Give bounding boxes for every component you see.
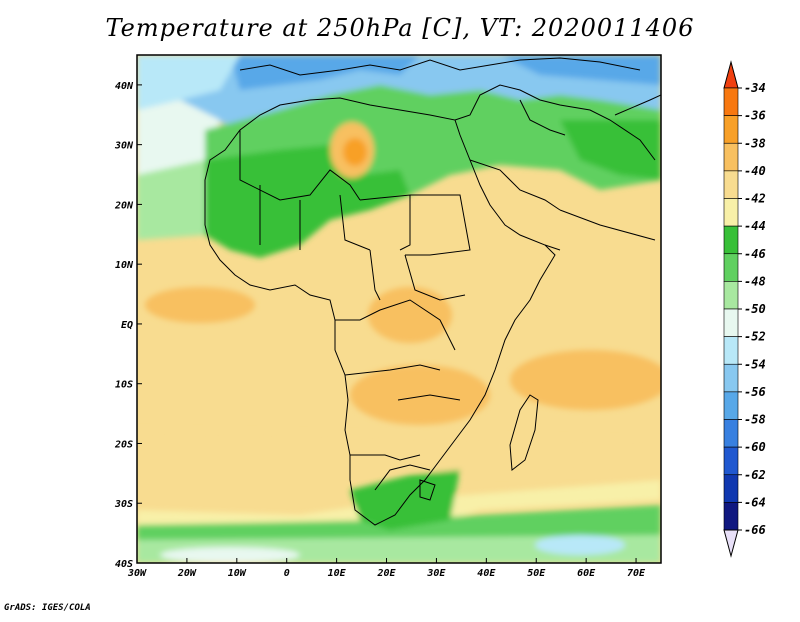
lon-tick-label: 70E xyxy=(627,568,646,579)
legend-label: -34 xyxy=(744,81,766,95)
lon-tick-label: 50E xyxy=(527,568,546,579)
legend-label: -56 xyxy=(744,385,766,399)
legend-color-box xyxy=(723,336,739,365)
lat-tick-label: 30S xyxy=(114,499,133,510)
lat-tick-label: 40S xyxy=(115,559,133,570)
plot-frame xyxy=(136,54,662,564)
legend-label: -52 xyxy=(744,330,766,344)
legend-label: -62 xyxy=(744,468,766,482)
legend-color-box xyxy=(723,308,739,337)
latitude-axis: 40N 30N 20N 10N EQ 10S 20S 30S 40S xyxy=(114,81,142,570)
legend-color-box xyxy=(723,419,739,448)
legend-label: -64 xyxy=(744,495,766,509)
lat-tick-label: 30N xyxy=(114,141,134,152)
legend-label: -48 xyxy=(744,274,766,288)
lon-tick-label: 10E xyxy=(328,568,347,579)
legend-upper-arrow xyxy=(723,60,739,89)
lat-tick-label: 20N xyxy=(114,200,134,211)
lat-tick-label: 10S xyxy=(115,380,133,391)
legend-color-box xyxy=(723,142,739,172)
legend-label: -40 xyxy=(744,164,766,178)
lon-tick-label: 10W xyxy=(228,568,247,579)
legend-color-box xyxy=(723,170,739,199)
map-title: Temperature at 250hPa [C], VT: 202001140… xyxy=(105,14,695,42)
legend-color-box xyxy=(723,198,739,227)
legend-label: -54 xyxy=(744,357,766,371)
legend-label: -44 xyxy=(744,219,766,233)
legend-lower-arrow xyxy=(723,529,739,558)
legend-color-box xyxy=(723,391,739,420)
grads-credit: GrADS: IGES/COLA xyxy=(4,603,91,613)
longitude-axis: 30W 20W 10W 0 10E 20E 30E 40E 50E 60E 70E xyxy=(127,558,646,579)
legend-label: -66 xyxy=(744,523,766,537)
legend-color-box xyxy=(723,115,739,144)
legend-color-box xyxy=(723,363,739,393)
country-borders xyxy=(204,57,661,526)
legend-color-box xyxy=(723,446,739,476)
legend-label: -38 xyxy=(744,136,766,150)
lat-tick-label: 10N xyxy=(115,260,134,271)
lon-tick-label: 30W xyxy=(127,568,147,579)
lon-tick-label: 20E xyxy=(376,568,396,579)
lon-tick-label: 40E xyxy=(477,568,496,579)
lat-tick-label: EQ xyxy=(121,320,133,331)
lon-tick-label: 30E xyxy=(426,568,446,579)
legend-color-box xyxy=(723,87,739,116)
lon-tick-label: 0 xyxy=(284,568,290,579)
legend-color-box xyxy=(723,502,739,531)
lon-tick-label: 20W xyxy=(177,568,197,579)
legend-label: -36 xyxy=(744,109,766,123)
lat-tick-label: 20S xyxy=(114,439,133,450)
colorbar-legend: -34 -36 -38 -40 -42 -44 -46 -48 -50 -52 -54 -56 -58 -… xyxy=(723,60,766,558)
legend-label: -60 xyxy=(744,440,766,454)
legend-color-box xyxy=(723,253,739,282)
lat-tick-label: 40N xyxy=(115,81,134,92)
legend-color-box xyxy=(723,225,739,255)
legend-label: -50 xyxy=(744,302,766,316)
lon-tick-label: 60E xyxy=(577,568,596,579)
legend-color-box xyxy=(723,474,739,503)
temperature-field xyxy=(137,55,661,563)
legend-color-box xyxy=(723,281,739,310)
legend-label: -58 xyxy=(744,413,766,427)
legend-label: -46 xyxy=(744,247,766,261)
legend-label: -42 xyxy=(744,192,766,206)
